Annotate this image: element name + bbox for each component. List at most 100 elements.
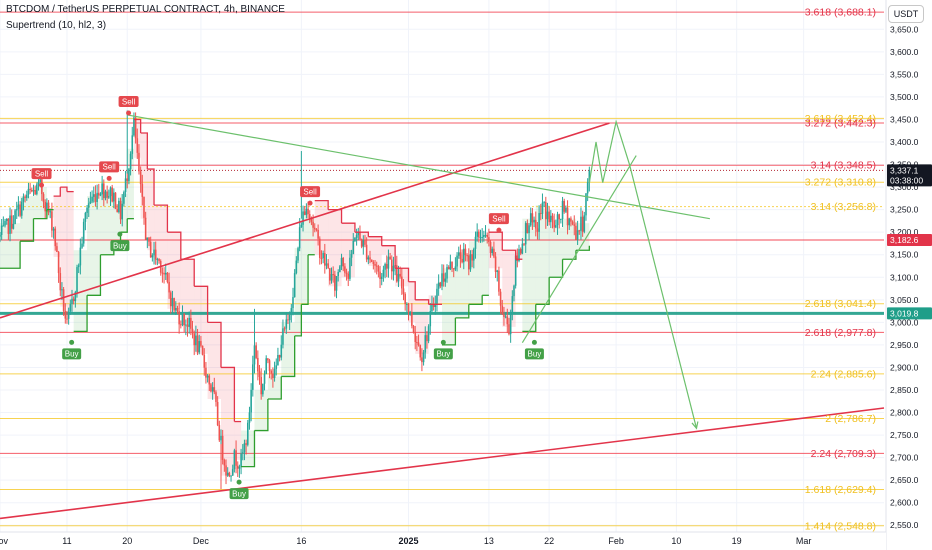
candle-body-351 xyxy=(586,182,589,194)
projection-path[interactable] xyxy=(588,119,698,429)
candle-body-128 xyxy=(213,387,216,393)
candle-body-148 xyxy=(246,422,249,445)
candle-body-334 xyxy=(558,214,560,220)
candle-body-175 xyxy=(292,297,294,309)
fib-label-4: 3.272 (3,310.8) xyxy=(805,177,876,189)
candle-body-6 xyxy=(9,215,11,234)
candle-body-163 xyxy=(272,373,274,378)
candle-body-201 xyxy=(335,276,338,291)
candle-body-177 xyxy=(295,260,298,274)
supertrend-fill-18 xyxy=(180,259,195,323)
supertrend-fill-22 xyxy=(234,421,242,460)
candle-body-50 xyxy=(82,221,85,244)
supertrend-line-layer xyxy=(0,118,590,468)
time-tick-0: Nov xyxy=(0,536,8,546)
fib-label-5: 3.14 (3,256.8) xyxy=(811,201,876,213)
supertrend-seg-33 xyxy=(354,231,369,237)
candle-body-222 xyxy=(370,259,373,263)
price-tick-9: 3,000.0 xyxy=(890,317,919,327)
sell-label-4: Sell xyxy=(122,97,136,106)
buy-dot-1 xyxy=(69,339,75,345)
candle-body-321 xyxy=(536,228,539,232)
candle-body-167 xyxy=(278,355,281,358)
time-tick-8: Feb xyxy=(608,536,624,546)
supertrend-seg-16 xyxy=(154,204,169,233)
candle-body-180 xyxy=(300,224,303,228)
candle-body-303 xyxy=(506,316,509,325)
time-tick-9: 10 xyxy=(671,536,681,546)
candle-body-247 xyxy=(412,325,415,333)
candle-body-289 xyxy=(483,235,485,238)
grid-layer xyxy=(0,0,884,532)
candle-body-349 xyxy=(583,215,586,232)
candle-body-217 xyxy=(362,239,365,247)
price-tick-11: 3,100.0 xyxy=(890,272,919,282)
buy-dot-9 xyxy=(531,339,537,345)
supertrend-fill-37 xyxy=(408,281,416,323)
candle-body-281 xyxy=(469,254,472,270)
time-tick-1: 11 xyxy=(62,536,71,546)
trendlines-layer[interactable] xyxy=(0,114,885,520)
price-axis[interactable]: 2,550.0 2,600.0 2,650.0 2,700.0 2,750.0 2,800… xyxy=(885,0,932,550)
candle-body-332 xyxy=(555,225,557,228)
candle-body-218 xyxy=(364,239,366,245)
fib-label-12: 1.414 (2,548.8) xyxy=(805,520,876,532)
candle-body-174 xyxy=(290,308,293,315)
candle-body-32 xyxy=(52,228,55,231)
candle-body-47 xyxy=(77,265,80,268)
supertrend-seg-8 xyxy=(87,254,102,296)
candle-body-61 xyxy=(101,183,103,195)
candle-body-16 xyxy=(25,194,28,198)
currency-button[interactable]: USDT xyxy=(888,5,924,23)
supertrend-seg-13 xyxy=(133,118,142,133)
candle-body-324 xyxy=(541,202,544,214)
supertrend-seg-41 xyxy=(455,304,470,319)
buy-dot-5 xyxy=(236,479,242,485)
supertrend-seg-31 xyxy=(328,208,343,224)
candle-body-165 xyxy=(275,365,278,369)
buy-tag-9 xyxy=(524,348,544,360)
supertrend-seg-32 xyxy=(341,222,356,233)
supertrend-fill-29 xyxy=(308,218,315,255)
supertrend-fill-28 xyxy=(301,211,309,305)
buy-signal-5: Buy xyxy=(229,479,249,500)
buy-label-3: Buy xyxy=(113,241,127,250)
candle-body-137 xyxy=(228,472,231,477)
candle-body-64 xyxy=(106,191,108,198)
candle-body-78 xyxy=(129,153,132,170)
time-tick-5: 2025 xyxy=(398,536,418,546)
candle-body-294 xyxy=(491,248,494,254)
candle-body-161 xyxy=(268,360,271,371)
candle-body-233 xyxy=(389,256,391,260)
sell-signal-0: Sell xyxy=(31,168,52,188)
candle-body-300 xyxy=(501,305,504,315)
trendline-red-channel-lower[interactable] xyxy=(0,407,885,520)
candle-body-301 xyxy=(503,314,505,317)
candle-body-328 xyxy=(548,211,550,223)
price-tick-6: 2,850.0 xyxy=(890,385,919,395)
candle-body-27 xyxy=(44,202,47,212)
supertrend-seg-7 xyxy=(73,295,88,333)
trendline-green-ascending[interactable] xyxy=(521,155,637,343)
candle-body-285 xyxy=(476,231,478,237)
supertrend-seg-42 xyxy=(468,295,483,305)
price-tick-18: 3,450.0 xyxy=(890,114,919,124)
candle-body-179 xyxy=(298,227,301,249)
candle-body-197 xyxy=(329,268,331,281)
time-axis[interactable]: Nov 11 20 Dec 16 2025 13 22 Feb 10 19 Mar xyxy=(0,531,886,550)
trendline-red-channel-upper[interactable] xyxy=(0,122,610,319)
supertrend-fill-27 xyxy=(294,247,302,336)
supertrend-fill-25 xyxy=(267,376,282,399)
candle-body-286 xyxy=(478,231,480,238)
supertrend-seg-14 xyxy=(140,132,148,170)
candle-body-214 xyxy=(357,231,360,236)
candle-body-83 xyxy=(138,152,140,172)
candle-body-102 xyxy=(169,292,172,307)
supertrend-fill-14 xyxy=(140,133,148,219)
trendline-green-descending[interactable] xyxy=(127,114,710,220)
candle-body-54 xyxy=(89,201,92,204)
candle-body-346 xyxy=(578,230,581,232)
indicator-label[interactable]: Supertrend (10, hl2, 3) xyxy=(6,20,107,31)
supertrend-seg-36 xyxy=(395,267,410,282)
